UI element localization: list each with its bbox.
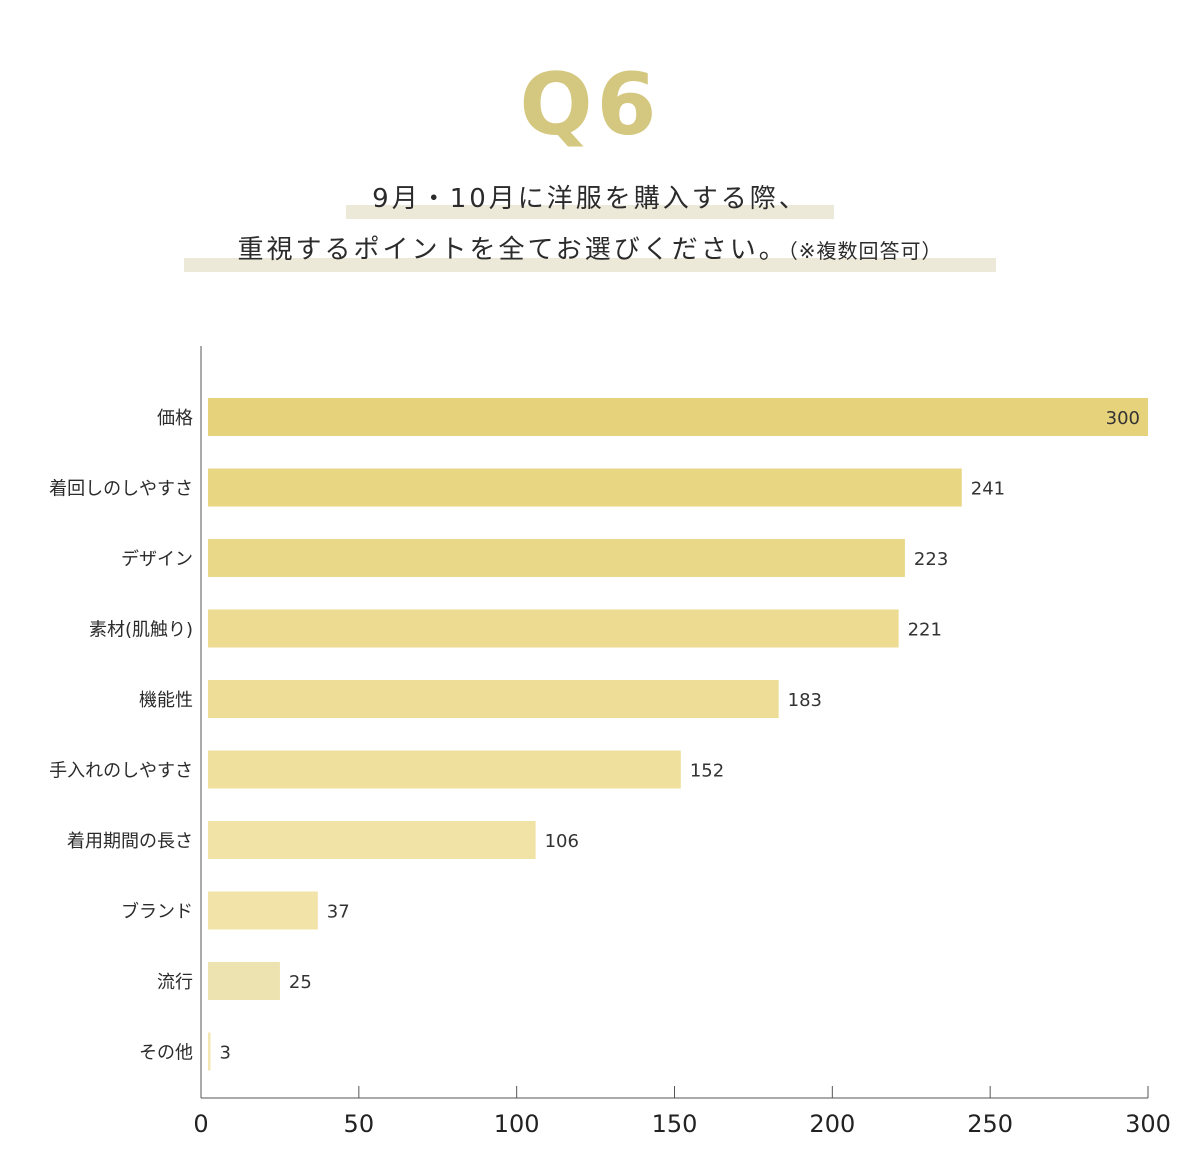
value-label-4: 221 <box>908 620 942 641</box>
value-label-1: 300 <box>1106 408 1140 429</box>
category-label-5: 機能性 <box>139 690 193 711</box>
value-label-3: 223 <box>914 549 948 570</box>
category-label-3: デザイン <box>121 549 193 570</box>
value-label-6: 152 <box>690 761 724 782</box>
bar-3 <box>208 539 905 577</box>
title-highlight-2 <box>184 258 996 272</box>
question-title-note: （※複数回答可） <box>787 239 943 263</box>
value-label-7: 106 <box>545 831 579 852</box>
category-label-10: その他 <box>139 1043 193 1064</box>
bar-2 <box>208 468 962 507</box>
bar-4 <box>208 609 899 648</box>
x-tick-label-0: 0 <box>193 1110 208 1138</box>
x-tick-label-100: 100 <box>494 1110 540 1138</box>
value-label-2: 241 <box>971 479 1005 500</box>
category-label-6: 手入れのしやすさ <box>49 761 193 782</box>
bar-10 <box>208 1032 211 1071</box>
category-label-4: 素材(肌触り) <box>89 620 193 641</box>
category-label-1: 価格 <box>157 408 193 429</box>
category-label-2: 着回しのしやすさ <box>49 479 193 500</box>
question-title-line-2: 重視するポイントを全てお選びください。（※複数回答可） <box>0 237 1180 263</box>
bar-8 <box>208 891 318 930</box>
category-label-7: 着用期間の長さ <box>67 831 193 852</box>
bar-1 <box>208 398 1148 436</box>
question-title-line-1: 9月・10月に洋服を購入する際、 <box>372 184 808 214</box>
bar-5 <box>208 680 779 718</box>
value-label-8: 37 <box>327 902 350 923</box>
category-label-9: 流行 <box>157 972 193 993</box>
bar-9 <box>208 962 280 1000</box>
bar-6 <box>208 750 681 789</box>
x-tick-label-50: 50 <box>344 1110 375 1138</box>
x-tick-label-200: 200 <box>809 1110 855 1138</box>
question-title-main: 重視するポイントを全てお選びください。 <box>237 235 788 265</box>
category-label-8: ブランド <box>121 901 193 923</box>
value-label-9: 25 <box>289 972 312 993</box>
question-number: Q6 <box>519 55 661 155</box>
x-tick-label-250: 250 <box>967 1110 1013 1138</box>
x-tick-label-150: 150 <box>652 1110 698 1138</box>
value-label-10: 3 <box>219 1043 230 1064</box>
value-label-5: 183 <box>788 690 822 711</box>
bar-7 <box>208 821 536 859</box>
title-highlight-1 <box>346 205 834 219</box>
x-tick-label-300: 300 <box>1125 1110 1171 1138</box>
